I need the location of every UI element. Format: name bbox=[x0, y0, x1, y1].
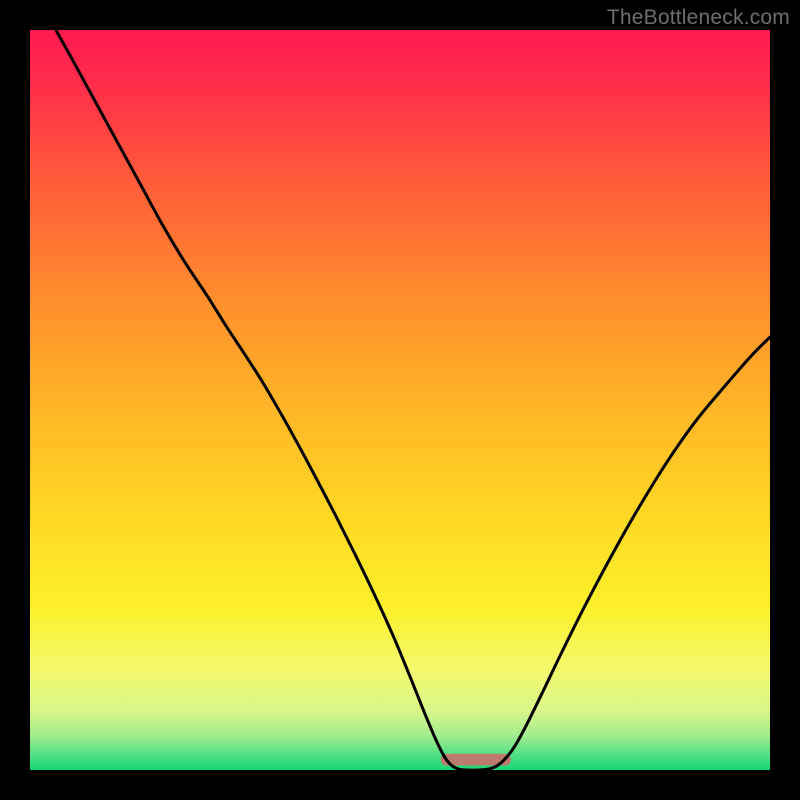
watermark-text: TheBottleneck.com bbox=[607, 6, 790, 30]
chart-frame: TheBottleneck.com bbox=[0, 0, 800, 800]
chart-background bbox=[30, 30, 770, 770]
bottleneck-chart bbox=[30, 30, 770, 770]
chart-svg bbox=[30, 30, 770, 770]
